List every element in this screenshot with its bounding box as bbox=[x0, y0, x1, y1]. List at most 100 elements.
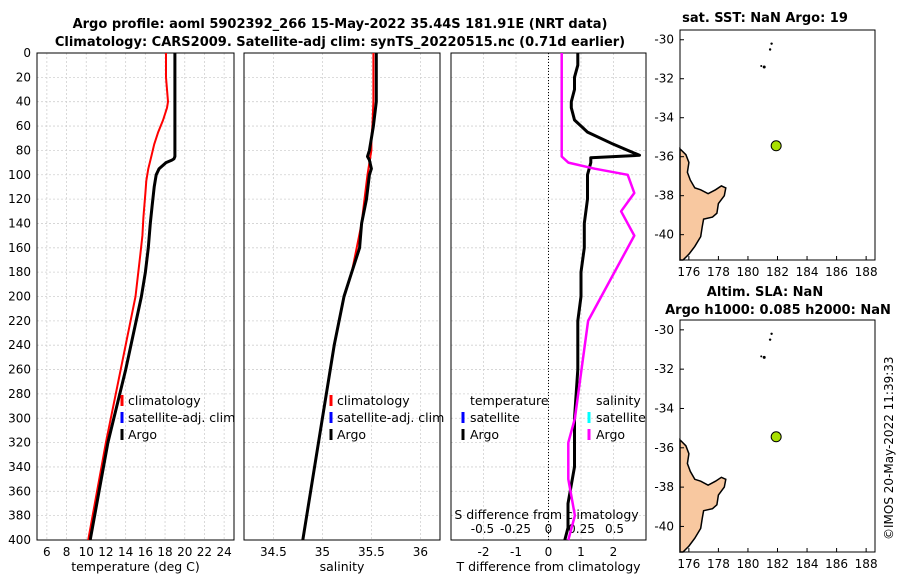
depth-tick-label: 320 bbox=[8, 436, 31, 450]
x-tick-label: -1 bbox=[510, 545, 522, 559]
map-lon-label: 188 bbox=[855, 265, 878, 279]
legend-label: satellite-adj. clim bbox=[128, 410, 235, 425]
x-tick-label: 20 bbox=[177, 545, 192, 559]
top-tick-label: 0.25 bbox=[568, 522, 595, 536]
x-tick-label: 14 bbox=[118, 545, 133, 559]
depth-tick-label: 40 bbox=[16, 95, 31, 109]
map-lon-label: 186 bbox=[825, 557, 848, 571]
x-tick-label: 36 bbox=[413, 545, 428, 559]
depth-tick-label: 0 bbox=[23, 46, 31, 60]
map-bottom: -30 -32 -34 -36 -38 -40 176 178 180 182 184 186 188 bbox=[654, 319, 878, 571]
series-line-s-difference-argo- bbox=[560, 53, 636, 541]
salinity-panel: 34.5 35 35.5 36 salinity climatology satellite… bbox=[243, 52, 444, 574]
x-axis-label: T difference from climatology bbox=[455, 559, 641, 574]
depth-tick-label: 60 bbox=[16, 119, 31, 133]
series-line-argo bbox=[301, 53, 378, 541]
map-lat-label: -38 bbox=[654, 480, 674, 494]
x-tick-label: 24 bbox=[217, 545, 232, 559]
island-marker bbox=[762, 355, 766, 359]
island-marker bbox=[768, 338, 772, 341]
depth-tick-label: 340 bbox=[8, 460, 31, 474]
legend-label: Argo bbox=[128, 427, 157, 442]
depth-tick-label: 360 bbox=[8, 484, 31, 498]
depth-tick-label: 140 bbox=[8, 216, 31, 230]
axes-box bbox=[243, 52, 441, 541]
map-lat-label: -40 bbox=[654, 228, 674, 242]
depth-tick-label: 260 bbox=[8, 363, 31, 377]
depth-tick-label: 280 bbox=[8, 387, 31, 401]
legend-label: climatology bbox=[128, 393, 201, 408]
x-tick-label: 8 bbox=[63, 545, 71, 559]
figure-title-line1: Argo profile: aoml 5902392_266 15-May-20… bbox=[73, 17, 608, 32]
temperature-panel: 0 20 40 60 80 100 120 140 160 180 200 220 240 260 280 3… bbox=[8, 46, 235, 574]
map-lon-label: 176 bbox=[677, 557, 700, 571]
legend-label: satellite-adj. clim bbox=[337, 410, 444, 425]
map-lat-label: -30 bbox=[654, 33, 674, 47]
top-tick-label: 0 bbox=[545, 522, 553, 536]
series-line-climatology bbox=[87, 53, 169, 541]
map-lat-label: -34 bbox=[654, 111, 674, 125]
float-position-marker bbox=[770, 140, 782, 152]
map-lon-label: 184 bbox=[796, 557, 819, 571]
map-lat-label: -36 bbox=[654, 150, 674, 164]
top-tick-label: -0.25 bbox=[500, 522, 531, 536]
map-lat-label: -38 bbox=[654, 189, 674, 203]
depth-tick-label: 100 bbox=[8, 168, 31, 182]
depth-tick-label: 240 bbox=[8, 338, 31, 352]
legend-label: satellite bbox=[596, 410, 646, 425]
timestamp-footer: ©IMOS 20-May-2022 11:39:33 bbox=[882, 356, 896, 540]
depth-tick-label: 120 bbox=[8, 192, 31, 206]
map-lon-label: 178 bbox=[707, 557, 730, 571]
x-tick-label: 10 bbox=[79, 545, 94, 559]
map-lat-label: -30 bbox=[654, 323, 674, 337]
legend-label: satellite bbox=[470, 410, 520, 425]
x-tick-label: 34.5 bbox=[260, 545, 287, 559]
x-tick-label: 0 bbox=[545, 545, 553, 559]
island-marker bbox=[770, 42, 773, 45]
x-tick-label: 2 bbox=[610, 545, 618, 559]
land-area bbox=[679, 438, 727, 553]
x-tick-label: 22 bbox=[197, 545, 212, 559]
island-marker bbox=[760, 355, 763, 358]
land-area bbox=[679, 147, 727, 261]
x-tick-label: 18 bbox=[157, 545, 172, 559]
depth-tick-label: 20 bbox=[16, 70, 31, 84]
island-marker bbox=[760, 65, 763, 68]
island-marker bbox=[768, 48, 772, 51]
legend-label: salinity bbox=[596, 393, 641, 408]
figure-title-line2: Climatology: CARS2009. Satellite-adj cli… bbox=[55, 35, 625, 50]
depth-tick-label: 160 bbox=[8, 241, 31, 255]
x-tick-label: 6 bbox=[43, 545, 51, 559]
legend-label: climatology bbox=[337, 393, 410, 408]
map-lat-label: -34 bbox=[654, 401, 674, 415]
float-position-marker bbox=[770, 431, 782, 443]
series-line-argo bbox=[88, 53, 177, 541]
map-lat-label: -36 bbox=[654, 441, 674, 455]
map-lon-label: 182 bbox=[766, 557, 789, 571]
x-tick-label: -2 bbox=[478, 545, 490, 559]
map-top: -30 -32 -34 -36 -38 -40 176 178 180 182 184 186 188 bbox=[654, 29, 878, 279]
x-tick-label: 12 bbox=[98, 545, 113, 559]
depth-tick-label: 180 bbox=[8, 265, 31, 279]
axes-box bbox=[36, 52, 235, 541]
x-tick-label: 16 bbox=[138, 545, 153, 559]
map-bottom-title-line1: Altim. SLA: NaN bbox=[707, 285, 823, 300]
map-lon-label: 184 bbox=[796, 265, 819, 279]
map-lon-label: 182 bbox=[766, 265, 789, 279]
x-axis-label: salinity bbox=[320, 559, 365, 574]
top-tick-label: -0.5 bbox=[471, 522, 494, 536]
legend-label: Argo bbox=[470, 427, 499, 442]
map-lon-label: 178 bbox=[707, 265, 730, 279]
depth-tick-label: 300 bbox=[8, 411, 31, 425]
map-lat-label: -40 bbox=[654, 519, 674, 533]
legend-label: Argo bbox=[596, 427, 625, 442]
x-tick-label: 1 bbox=[577, 545, 585, 559]
map-top-title: sat. SST: NaN Argo: 19 bbox=[682, 11, 848, 26]
legend-label: Argo bbox=[337, 427, 366, 442]
map-lon-label: 188 bbox=[855, 557, 878, 571]
map-lat-label: -32 bbox=[654, 72, 674, 86]
x-tick-label: 35 bbox=[315, 545, 330, 559]
depth-tick-label: 220 bbox=[8, 314, 31, 328]
depth-tick-label: 400 bbox=[8, 533, 31, 547]
depth-tick-label: 200 bbox=[8, 290, 31, 304]
